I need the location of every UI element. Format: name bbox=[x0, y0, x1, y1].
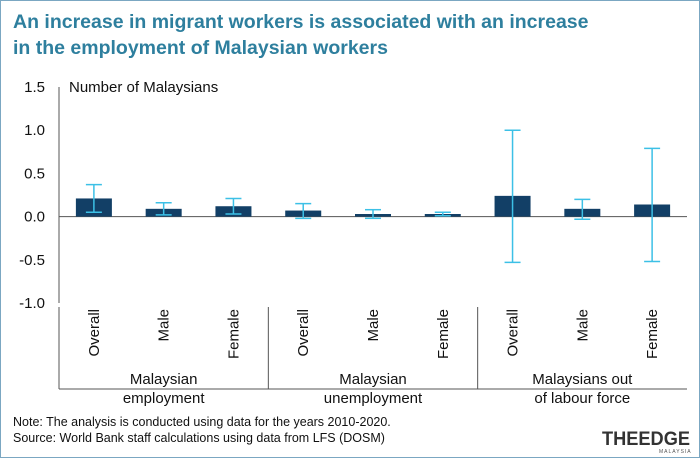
y-tick-label: 0.0 bbox=[24, 209, 45, 226]
y-tick-label: 1.5 bbox=[24, 79, 45, 96]
category-label: Female bbox=[435, 309, 452, 359]
category-label: Male bbox=[574, 309, 591, 342]
group-label: Malaysian bbox=[130, 371, 198, 388]
category-label: Overall bbox=[505, 309, 522, 357]
y-tick-label: 1.0 bbox=[24, 122, 45, 139]
y-tick-label: 0.5 bbox=[24, 165, 45, 182]
group-label: employment bbox=[123, 390, 206, 407]
logo-text: THEEDGE bbox=[602, 429, 690, 450]
source-line: Source: World Bank staff calculations us… bbox=[13, 431, 385, 445]
group-label: unemployment bbox=[324, 390, 423, 407]
note-line: Note: The analysis is conducted using da… bbox=[13, 415, 391, 429]
category-label: Overall bbox=[295, 309, 312, 357]
y-axis-label: Number of Malaysians bbox=[69, 79, 218, 96]
group-label: Malaysian bbox=[339, 371, 407, 388]
chart-title: An increase in migrant workers is associ… bbox=[13, 9, 693, 61]
y-tick-label: -0.5 bbox=[19, 252, 45, 269]
category-label: Male bbox=[156, 309, 173, 342]
category-label: Overall bbox=[86, 309, 103, 357]
logo-subtext: MALAYSIA bbox=[659, 449, 692, 455]
category-label: Female bbox=[644, 309, 661, 359]
footnote: Note: The analysis is conducted using da… bbox=[13, 414, 533, 446]
category-label: Male bbox=[365, 309, 382, 342]
y-tick-label: -1.0 bbox=[19, 295, 45, 312]
title-line-1: An increase in migrant workers is associ… bbox=[13, 11, 589, 33]
the-edge-logo: THEEDGE MALAYSIA bbox=[602, 429, 692, 455]
title-line-2: in the employment of Malaysian workers bbox=[13, 37, 388, 59]
category-label: Female bbox=[225, 309, 242, 359]
group-label: Malaysians out bbox=[532, 371, 633, 388]
group-label: of labour force bbox=[534, 390, 630, 407]
